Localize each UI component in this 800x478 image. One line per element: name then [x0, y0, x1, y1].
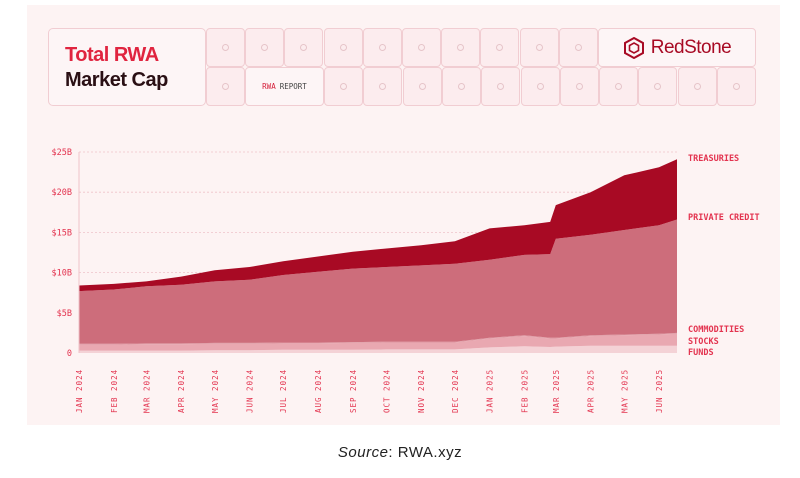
circle-icon [339, 44, 347, 51]
circle-icon [497, 83, 505, 90]
circle-icon [615, 83, 623, 90]
area-funds [79, 345, 677, 353]
brand-name: RedStone [650, 36, 732, 58]
grid-tile [599, 67, 639, 106]
x-tick-label: MAY 2024 [211, 369, 220, 413]
legend-label-stocks: STOCKS [688, 337, 719, 347]
x-tick-label: NOV 2024 [417, 369, 426, 413]
chart-title-line-2: Market Cap [65, 69, 168, 91]
grid-tile [717, 67, 756, 106]
x-tick-label: AUG 2024 [314, 369, 323, 413]
circle-icon [222, 83, 229, 90]
y-tick-label: $20B [52, 188, 72, 198]
circle-icon [536, 83, 544, 90]
report-tag-part-2: REPORT [279, 82, 307, 91]
grid-tile [402, 67, 442, 106]
grid-tile [559, 67, 599, 106]
area-commodities [79, 332, 677, 345]
circle-icon [300, 44, 308, 51]
circle-icon [418, 83, 426, 90]
x-tick-label: MAR 2025 [552, 369, 561, 413]
x-tick-label: APR 2025 [587, 369, 596, 413]
y-tick-label: $10B [52, 269, 72, 279]
circle-icon [496, 44, 504, 51]
grid-tile [480, 28, 520, 67]
circle-icon [222, 44, 229, 51]
report-tag-part-1: RWA [262, 82, 276, 91]
x-tick-label: FEB 2024 [110, 369, 119, 413]
circle-icon [535, 44, 543, 51]
x-tick-label: APR 2024 [177, 369, 186, 413]
x-tick-label: JAN 2024 [75, 369, 84, 413]
x-tick-label: DEC 2024 [451, 369, 460, 413]
circle-icon [733, 83, 740, 90]
title-box: Total RWA Market Cap [48, 28, 206, 106]
x-tick-label: OCT 2024 [382, 369, 391, 413]
y-tick-label: $25B [52, 148, 72, 158]
x-tick-label: JAN 2025 [486, 369, 495, 413]
grid-tile [441, 67, 481, 106]
grid-tile [677, 67, 717, 106]
grid-tile [362, 28, 402, 67]
x-tick-label: FEB 2025 [520, 369, 529, 413]
source-value: : RWA.xyz [388, 444, 463, 461]
grid-tile [206, 67, 245, 106]
x-tick-label: JUN 2024 [246, 369, 255, 413]
x-tick-label: SEP 2024 [349, 369, 358, 413]
circle-icon [574, 44, 582, 51]
x-tick-label: JUL 2024 [279, 369, 288, 413]
rwa-report-tag: RWA REPORT [245, 67, 324, 106]
circle-icon [457, 44, 465, 51]
redstone-logo: RedStone [598, 28, 756, 67]
grid-tile [323, 28, 363, 67]
grid-tile [363, 67, 403, 106]
y-tick-label: 0 [67, 349, 72, 359]
grid-tile [638, 67, 678, 106]
chart-title-line-1: Total RWA [65, 44, 159, 66]
circle-icon [379, 83, 387, 90]
grid-tile [245, 28, 285, 67]
grid-tile [284, 28, 324, 67]
grid-tile [481, 67, 521, 106]
grid-tile [206, 28, 245, 67]
y-tick-label: $5B [57, 309, 72, 319]
legend-label-commodities: COMMODITIES [688, 325, 744, 335]
legend-label-private-credit: PRIVATE CREDIT [688, 213, 760, 223]
redstone-hexagon-icon [623, 36, 644, 59]
grid-tile [520, 67, 560, 106]
grid-tile [441, 28, 481, 67]
x-tick-label: MAR 2024 [142, 369, 151, 413]
x-tick-label: JUN 2025 [655, 369, 664, 413]
source-caption: Source: RWA.xyz [0, 444, 800, 461]
circle-icon [693, 83, 701, 90]
x-tick-label: MAY 2025 [620, 369, 629, 413]
area-stocks [79, 333, 677, 351]
circle-icon [457, 83, 465, 90]
circle-icon [261, 44, 269, 51]
legend-label-funds: FUNDS [688, 348, 714, 358]
area-treasuries [79, 159, 677, 292]
circle-icon [418, 44, 425, 51]
grid-tile [324, 67, 363, 106]
circle-icon [575, 83, 583, 90]
grid-tile [558, 28, 598, 67]
legend-label-treasuries: TREASURIES [688, 154, 739, 164]
circle-icon [340, 83, 347, 90]
grid-tile [519, 28, 559, 67]
source-label: Source [337, 444, 389, 461]
area-private-credit [79, 219, 677, 344]
circle-icon [654, 83, 662, 90]
y-tick-label: $15B [52, 228, 72, 238]
grid-tile [402, 28, 441, 67]
circle-icon [378, 44, 386, 51]
